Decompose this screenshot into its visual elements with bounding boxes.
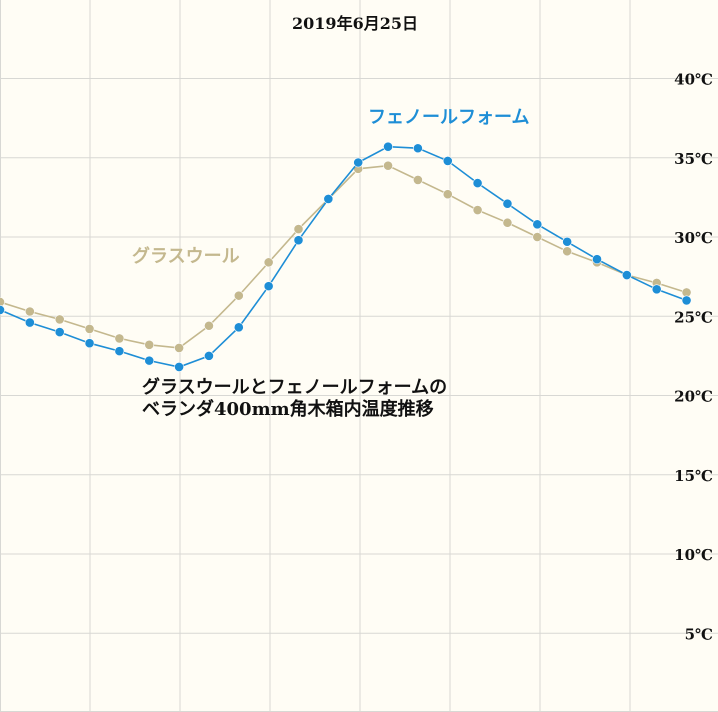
y-tick-label: 40℃ [674, 71, 713, 89]
data-point [24, 317, 35, 328]
data-point [502, 217, 513, 228]
data-point [0, 297, 5, 307]
series-line [0, 164, 687, 349]
data-point [532, 232, 543, 242]
data-point [54, 314, 65, 325]
data-point [233, 322, 244, 333]
chart-subtitle-line-2: ベランダ400mm角木箱内温度推移 [142, 398, 434, 420]
data-point [442, 156, 453, 166]
data-point [412, 143, 423, 154]
data-point [651, 284, 662, 295]
data-point [472, 205, 483, 215]
data-point [383, 141, 393, 152]
data-point [114, 333, 125, 344]
data-point [54, 327, 65, 337]
data-point [383, 160, 393, 171]
data-point [204, 320, 214, 331]
data-point [84, 324, 95, 334]
data-point [293, 224, 304, 234]
y-axis-ticks: 5℃ 10℃ 15℃ 20℃ 25℃ 30℃ 35℃ 40℃ [674, 71, 713, 644]
y-tick-label: 5℃ [685, 625, 713, 643]
data-point [502, 198, 513, 209]
data-point [323, 194, 334, 204]
data-point [532, 219, 543, 230]
data-point [263, 257, 274, 268]
data-point [114, 346, 125, 357]
data-point [144, 355, 155, 366]
legend-label-phenolic-foam: フェノールフォーム [368, 107, 529, 128]
data-point [144, 339, 155, 350]
data-point [562, 246, 573, 257]
y-tick-label: 35℃ [674, 150, 713, 168]
chart-title: 2019年6月25日 [292, 14, 418, 33]
y-tick-label: 25℃ [674, 308, 713, 326]
legend-label-glasswool: グラスウール [132, 245, 240, 267]
data-point [472, 178, 483, 189]
chart-subtitle-line-1: グラスウールとフェノールフォームの [142, 376, 447, 398]
data-point [412, 175, 423, 185]
y-tick-label: 30℃ [674, 229, 713, 247]
data-point [442, 189, 453, 200]
data-point [621, 270, 632, 280]
data-point [204, 350, 214, 361]
series-1 [0, 141, 692, 372]
y-tick-label: 15℃ [674, 467, 713, 485]
series-line [0, 145, 687, 368]
data-point [233, 290, 244, 301]
data-point [263, 281, 274, 292]
data-point [353, 157, 364, 168]
data-point [293, 235, 304, 246]
data-point [24, 306, 35, 317]
data-point [174, 362, 184, 372]
y-tick-label: 20℃ [674, 388, 713, 406]
data-point [681, 295, 692, 306]
series-layer [0, 141, 692, 372]
data-point [0, 305, 5, 315]
data-point [592, 254, 602, 265]
data-point [84, 338, 95, 349]
data-point [174, 343, 184, 353]
y-tick-label: 10℃ [674, 546, 713, 564]
data-point [562, 236, 573, 247]
